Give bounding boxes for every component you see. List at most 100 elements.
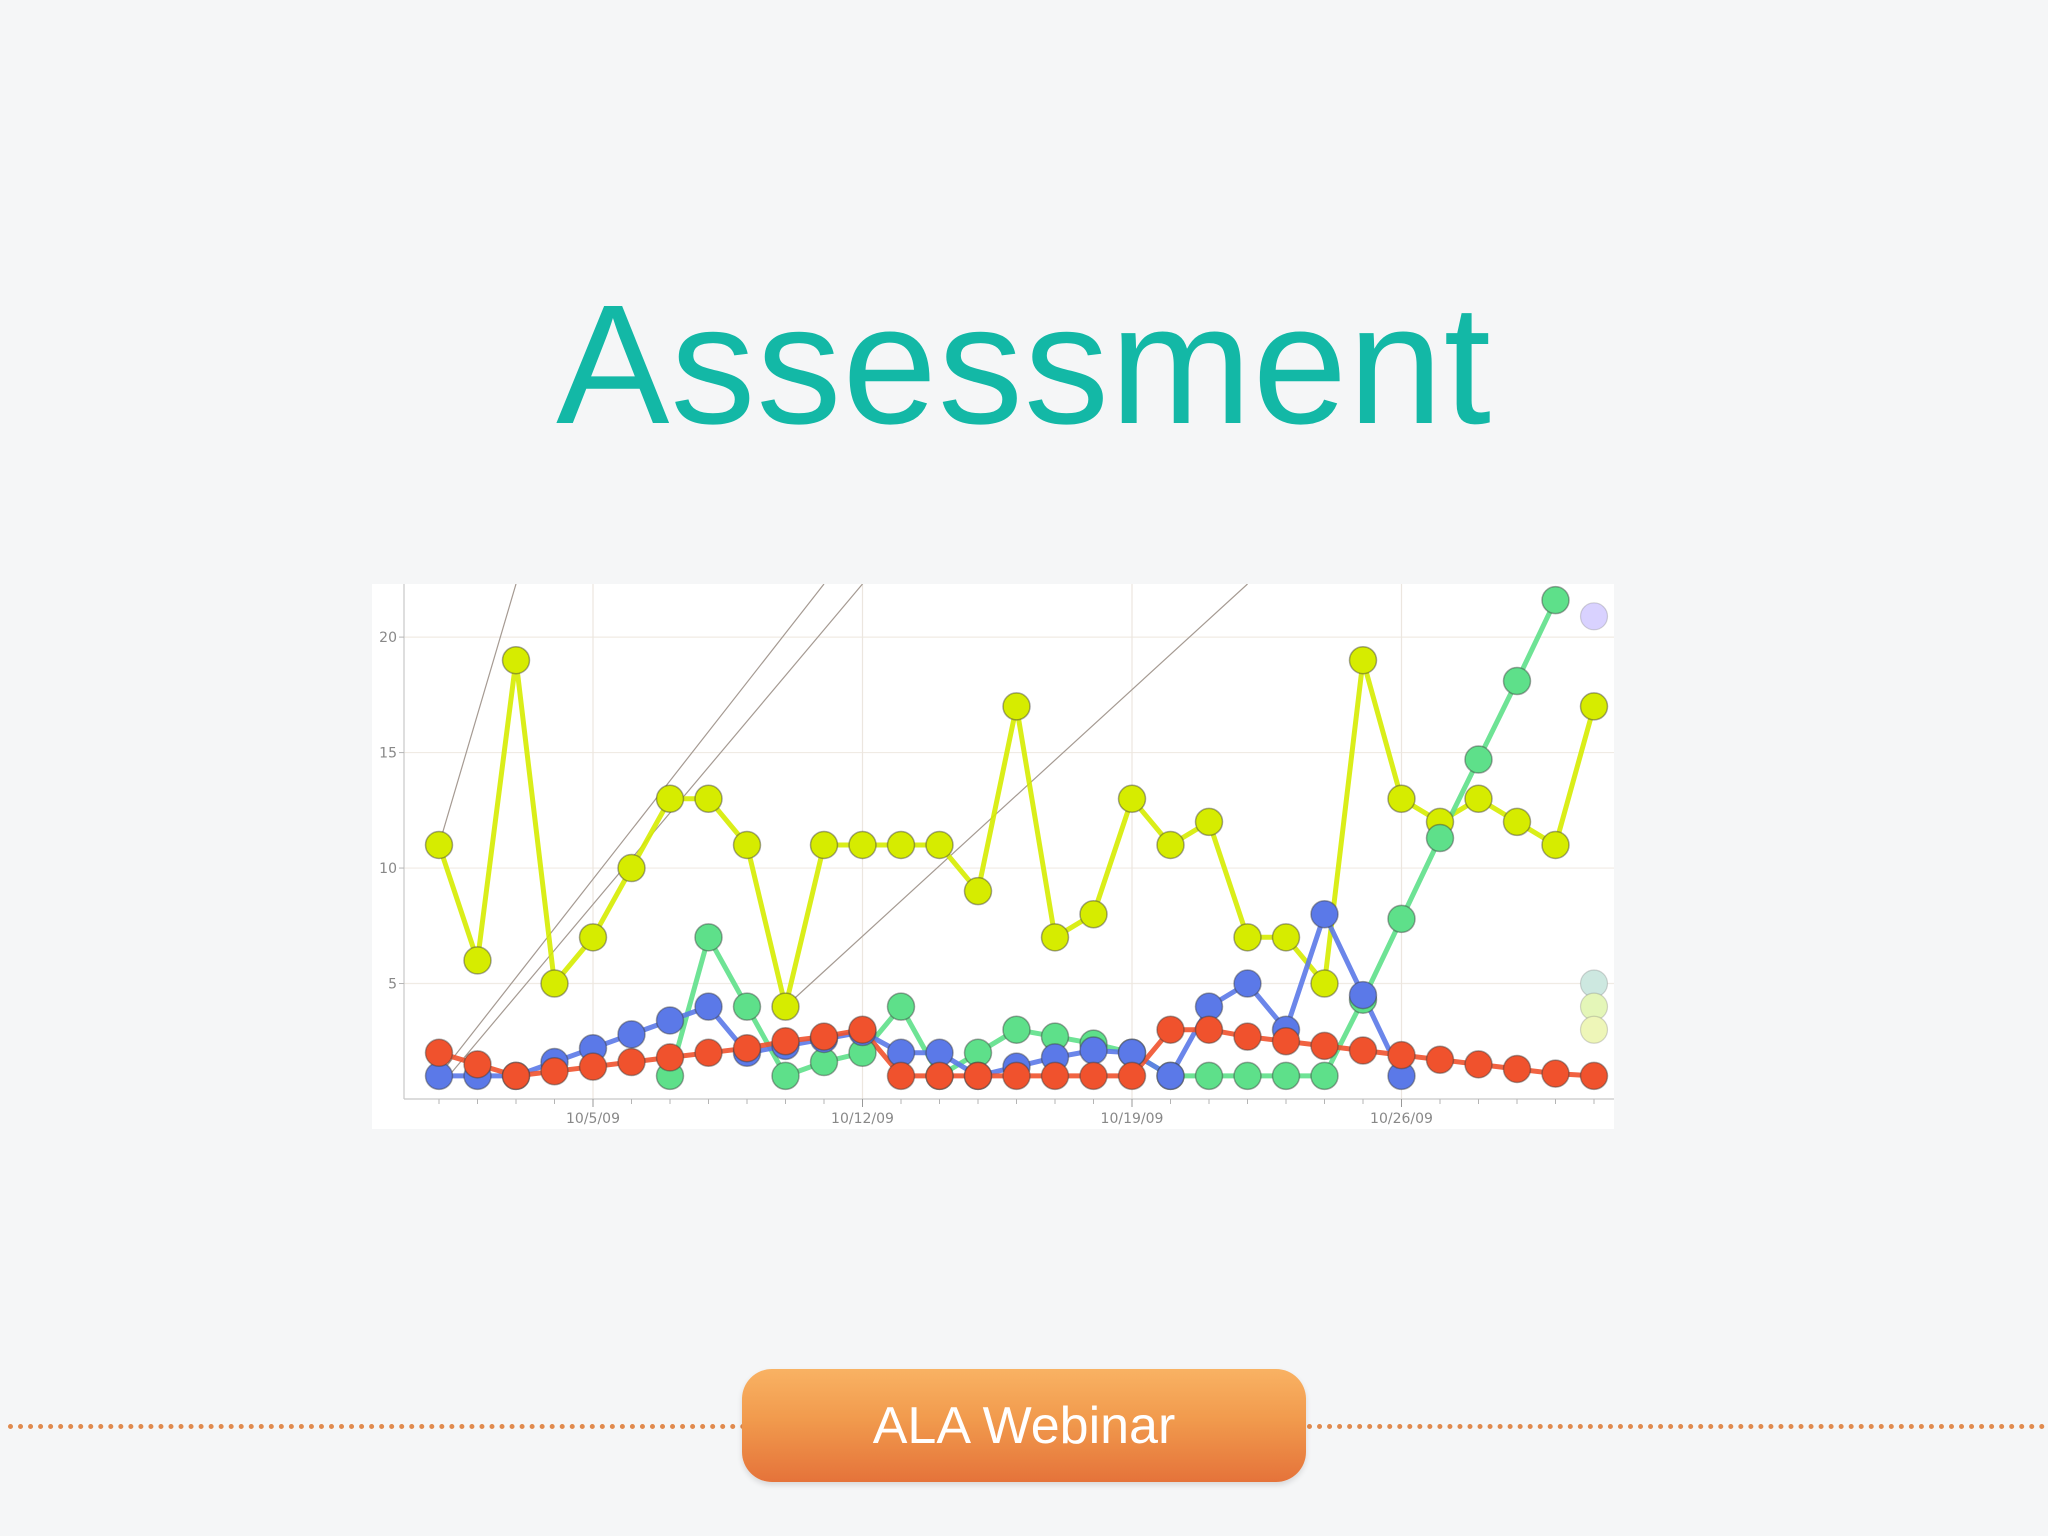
data-point-series-4: [1464, 1050, 1493, 1079]
x-tick-label: 10/19/09: [1101, 1111, 1164, 1127]
data-point-series-1: [1310, 969, 1339, 998]
chart-canvas: 5 10 15 20 10/5/09 10/12/09 10/19/09 10/26/09: [379, 584, 1614, 1127]
data-point-series-1: [1040, 923, 1070, 952]
data-point-series-4: [1194, 1015, 1224, 1044]
data-point-series-1: [578, 923, 608, 952]
data-point-series-4: [694, 1038, 723, 1068]
data-point-series-4: [1233, 1022, 1262, 1051]
data-point-series-3: [1348, 980, 1378, 1010]
x-tick-label: 10/12/09: [831, 1111, 894, 1127]
data-point-series-1: [1117, 784, 1147, 814]
data-point-series-1: [1271, 923, 1301, 952]
slide-title: Assessment: [556, 270, 1492, 460]
data-point-series-3: [694, 992, 723, 1021]
data-point-series-4: [1541, 1059, 1570, 1088]
data-point-series-4: [578, 1052, 608, 1081]
data-point-series-1: [694, 784, 723, 814]
y-tick-label: 10: [379, 861, 397, 877]
data-point-series-3: [1310, 899, 1339, 929]
data-point-series-1: [1079, 899, 1108, 929]
data-point-series-1: [1233, 923, 1262, 952]
faded-marker: [1579, 1015, 1609, 1044]
footer-dotted-line-right: [1307, 1424, 2045, 1429]
footer-dotted-line-left: [8, 1424, 746, 1429]
data-point-series-3: [655, 1006, 685, 1035]
data-point-series-4: [732, 1033, 762, 1063]
data-point-series-4: [1502, 1054, 1532, 1084]
data-point-series-2: [694, 923, 723, 952]
series-line-2: [667, 599, 1558, 1079]
data-point-series-4: [424, 1038, 454, 1068]
data-point-series-2: [1541, 585, 1570, 615]
y-tick-label: 15: [379, 746, 397, 762]
data-point-series-2: [771, 1061, 800, 1091]
footer-banner: ALA Webinar: [742, 1369, 1306, 1482]
data-point-series-1: [1502, 807, 1532, 837]
x-tick-label: 10/5/09: [566, 1111, 620, 1127]
data-point-series-2: [1310, 1061, 1339, 1091]
data-point-series-1: [1579, 692, 1609, 721]
data-point-series-2: [732, 992, 762, 1021]
line-chart: 5 10 15 20 10/5/09 10/12/09 10/19/09 10/26/09: [372, 584, 1614, 1129]
data-point-series-1: [424, 830, 454, 860]
data-point-series-1: [848, 830, 877, 860]
data-point-series-2: [1387, 904, 1416, 934]
data-point-series-4: [1579, 1061, 1609, 1091]
data-point-series-4: [1310, 1031, 1339, 1061]
trend-line: [785, 584, 1248, 1008]
data-point-series-2: [1502, 666, 1532, 696]
data-point-series-4: [1271, 1027, 1301, 1056]
data-point-series-1: [501, 645, 531, 675]
data-point-series-1: [1194, 807, 1224, 837]
data-point-series-4: [886, 1061, 916, 1091]
data-point-series-4: [963, 1061, 993, 1091]
data-point-series-4: [1002, 1061, 1031, 1091]
data-point-series-4: [617, 1047, 646, 1077]
data-point-series-4: [1040, 1061, 1070, 1091]
data-point-series-3: [1156, 1061, 1185, 1091]
data-point-series-3: [617, 1020, 646, 1049]
data-point-series-1: [963, 876, 993, 906]
data-point-series-3: [1233, 969, 1262, 998]
data-point-series-4: [1156, 1015, 1185, 1044]
data-point-series-2: [886, 992, 916, 1021]
data-point-series-1: [1464, 784, 1493, 814]
trend-line: [438, 584, 517, 846]
trend-line: [438, 584, 825, 1077]
data-point-series-4: [771, 1027, 800, 1056]
y-tick-label: 5: [388, 977, 397, 993]
y-tick-label: 20: [379, 630, 397, 646]
data-point-series-4: [540, 1057, 569, 1086]
data-point-series-1: [1002, 692, 1031, 721]
data-point-series-1: [1387, 784, 1416, 814]
data-point-series-3: [1079, 1036, 1108, 1065]
data-point-series-1: [540, 969, 569, 998]
data-point-series-4: [501, 1061, 531, 1091]
data-point-series-1: [655, 784, 685, 814]
data-point-series-1: [732, 830, 762, 860]
data-point-series-4: [463, 1050, 492, 1079]
data-point-series-2: [1464, 745, 1493, 774]
data-point-series-1: [1156, 830, 1185, 860]
data-point-series-1: [886, 830, 916, 860]
data-point-series-4: [1425, 1045, 1455, 1074]
data-point-series-4: [655, 1043, 685, 1072]
data-point-series-1: [809, 830, 839, 860]
data-point-series-1: [925, 830, 954, 860]
data-point-series-4: [1348, 1036, 1378, 1065]
data-point-series-1: [1541, 830, 1570, 860]
data-point-series-2: [1233, 1061, 1262, 1091]
data-point-series-1: [463, 946, 492, 975]
data-point-series-2: [1425, 823, 1455, 853]
data-point-series-4: [1079, 1061, 1108, 1091]
faded-marker: [1579, 602, 1609, 631]
data-point-series-4: [848, 1015, 877, 1044]
data-point-series-2: [1271, 1061, 1301, 1091]
data-point-series-4: [1387, 1040, 1416, 1070]
data-point-series-1: [771, 992, 800, 1021]
data-point-series-1: [1348, 645, 1378, 675]
footer-label: ALA Webinar: [872, 1396, 1176, 1455]
data-point-series-4: [1117, 1061, 1147, 1091]
data-point-series-4: [925, 1061, 954, 1091]
data-point-series-4: [809, 1022, 839, 1051]
